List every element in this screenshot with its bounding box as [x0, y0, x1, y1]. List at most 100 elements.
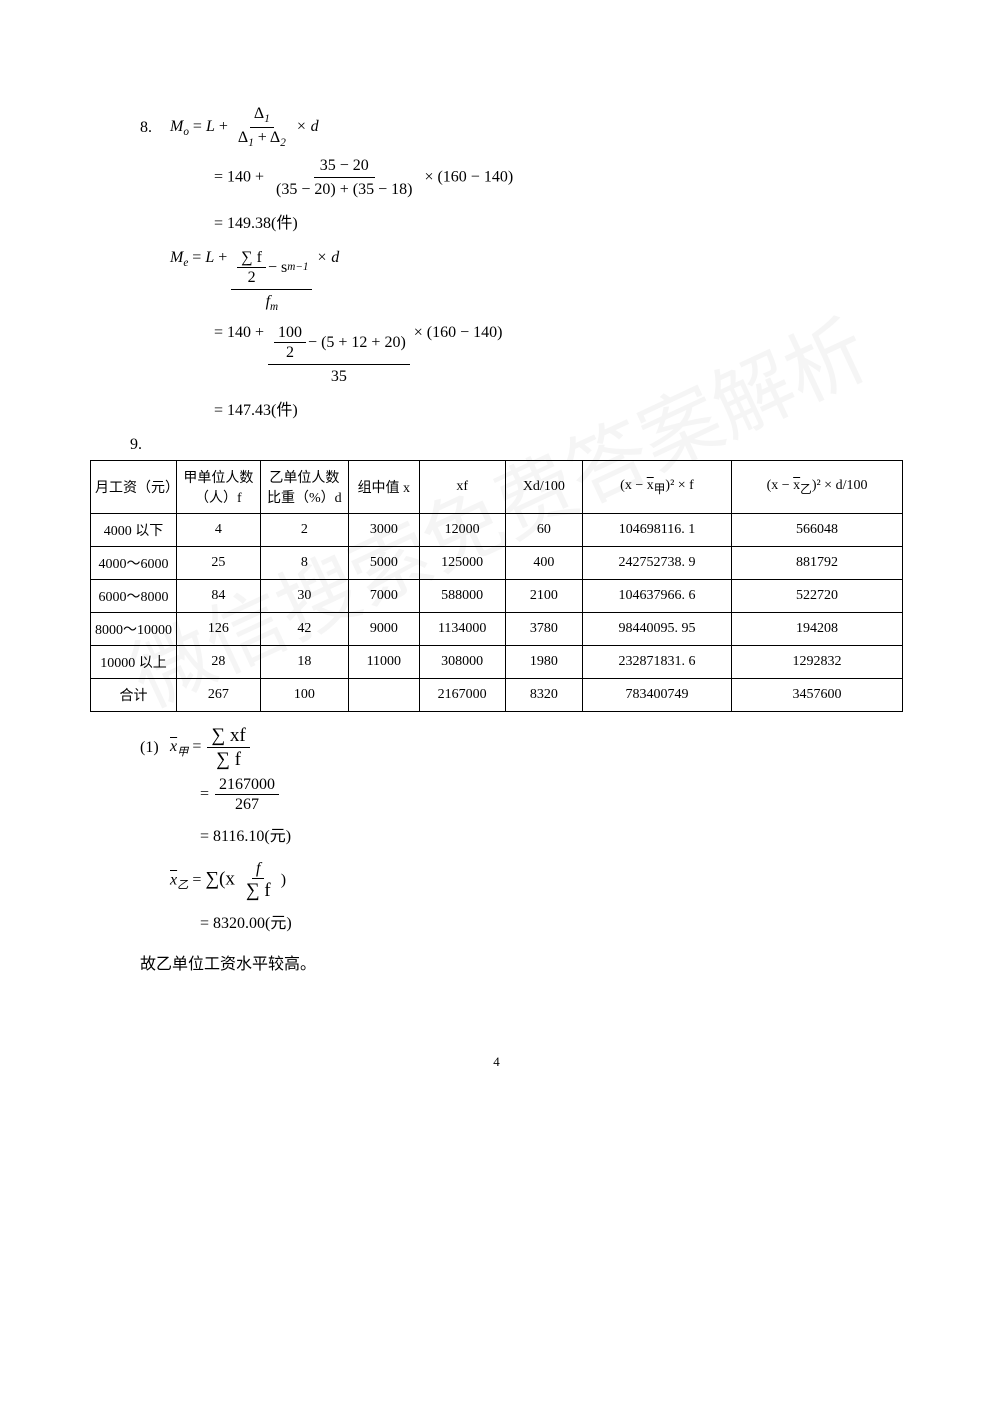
q8-mo-line2: = 140 + 35 − 20 (35 − 20) + (35 − 18) × …	[214, 154, 903, 201]
q8-me-line1: Me = L + ∑ f 2 − sm−1 fm	[170, 246, 903, 317]
table-cell: 2	[260, 514, 348, 547]
p1-line3: = 8116.10(元)	[200, 819, 903, 855]
table-total-row: 合计267100 216700083207834007493457600	[91, 679, 903, 712]
q8-me-var: M	[170, 249, 183, 266]
table-cell: 9000	[348, 613, 419, 646]
table-cell: 104637966. 6	[582, 580, 731, 613]
table-cell: 28	[176, 646, 260, 679]
table-cell: 84	[176, 580, 260, 613]
q8-me-sumf: ∑ f	[237, 248, 266, 268]
q8-l2-den: (35 − 20) + (35 − 18)	[270, 178, 418, 201]
q8-mo-line3: = 149.38(件)	[214, 206, 903, 242]
q8-plus: +	[219, 118, 232, 135]
p1-line1: (1) x甲 = ∑ xf ∑ f	[140, 724, 903, 771]
q8-me-l2-100: 100	[274, 323, 306, 343]
q8-me-line2: = 140 + 100 2 − (5 + 12 + 20) 35 × (160 …	[214, 321, 903, 389]
table-row: 8000～100001264290001134000378098440095. …	[91, 613, 903, 646]
table-cell: 7000	[348, 580, 419, 613]
table-cell: 881792	[732, 547, 903, 580]
th-jia-f: 甲单位人数（人）f	[176, 461, 260, 514]
table-cell: 588000	[419, 580, 505, 613]
table-cell: 2100	[505, 580, 582, 613]
table-cell: 308000	[419, 646, 505, 679]
q8-me-l3: = 147.43(件)	[214, 401, 298, 420]
th-varjia: (x − x甲)² × f	[582, 461, 731, 514]
table-cell: 4000～6000	[91, 547, 177, 580]
q8-me-plus: +	[218, 249, 231, 266]
part1-block: (1) x甲 = ∑ xf ∑ f = 2167000 267	[140, 724, 903, 942]
table-row: 10000 以上2818110003080001980232871831. 61…	[91, 646, 903, 679]
table-cell: 242752738. 9	[582, 547, 731, 580]
table-cell: 1292832	[732, 646, 903, 679]
table-cell: 合计	[91, 679, 177, 712]
table-cell: 8000～10000	[91, 613, 177, 646]
q8-l2-pre: = 140 +	[214, 169, 268, 186]
q8-sub1: 1	[264, 113, 270, 125]
q8-me-fm-sub: m	[270, 301, 278, 313]
table-cell: 5000	[348, 547, 419, 580]
th-x: 组中值 x	[348, 461, 419, 514]
table-cell: 3000	[348, 514, 419, 547]
table-cell: 100	[260, 679, 348, 712]
table-cell: 60	[505, 514, 582, 547]
table-cell: 25	[176, 547, 260, 580]
th-wage: 月工资（元）	[91, 461, 177, 514]
table-cell: 126	[176, 613, 260, 646]
q8-me-line3: = 147.43(件)	[214, 392, 903, 428]
table-row: 4000 以下4230001200060104698116. 1566048	[91, 514, 903, 547]
table-row: 6000～8000843070005880002100104637966. 65…	[91, 580, 903, 613]
q8-l3: = 149.38(件)	[214, 214, 298, 233]
table-cell: 267	[176, 679, 260, 712]
table-cell: 522720	[732, 580, 903, 613]
q8-me-L: L	[205, 249, 214, 266]
q8-delta1b: Δ	[238, 129, 248, 146]
q8-me-l2-35: 35	[327, 365, 351, 388]
table-cell: 8320	[505, 679, 582, 712]
q8-label: 8.	[140, 118, 170, 137]
table-cell: 4	[176, 514, 260, 547]
table-cell: 1980	[505, 646, 582, 679]
table-cell: 3457600	[732, 679, 903, 712]
q8-me-eq: =	[192, 249, 205, 266]
p1-label: (1)	[140, 738, 170, 757]
p1-line2: = 2167000 267	[200, 775, 903, 814]
q8-me-s-sub: m−1	[287, 261, 308, 274]
table-cell: 3780	[505, 613, 582, 646]
table-cell: 18	[260, 646, 348, 679]
p1-line5: = 8320.00(元)	[200, 906, 903, 942]
table-cell: 1134000	[419, 613, 505, 646]
table-cell: 566048	[732, 514, 903, 547]
q8-l2-num: 35 − 20	[314, 154, 375, 178]
q8-sub1b: 1	[248, 137, 254, 149]
q8-me-l2-suf: × (160 − 140)	[414, 324, 503, 341]
q8-me-minus-s: − s	[268, 258, 287, 277]
table-cell: 4000 以下	[91, 514, 177, 547]
q8-mo-line1: 8. Mo = L + Δ1 Δ1 + Δ2 × d	[140, 104, 903, 150]
table-cell: 6000～8000	[91, 580, 177, 613]
table-cell: 30	[260, 580, 348, 613]
table-cell: 8	[260, 547, 348, 580]
q8-me-sub: e	[183, 257, 188, 269]
th-xd: Xd/100	[505, 461, 582, 514]
conclusion-text: 故乙单位工资水平较高。	[140, 950, 903, 974]
table-cell: 98440095. 95	[582, 613, 731, 646]
q8-delta2: Δ	[270, 129, 280, 146]
q8-mo-sub: o	[183, 126, 189, 138]
q8-sub2: 2	[280, 137, 286, 149]
table-cell: 783400749	[582, 679, 731, 712]
th-xf: xf	[419, 461, 505, 514]
table-cell	[348, 679, 419, 712]
q8-me-l2-2: 2	[282, 343, 298, 362]
table-cell: 400	[505, 547, 582, 580]
p1-line4: x乙 = ∑(x f ∑ f )	[170, 859, 903, 902]
table-cell: 10000 以上	[91, 646, 177, 679]
q9-label: 9.	[130, 436, 903, 454]
q9-table: 月工资（元） 甲单位人数（人）f 乙单位人数比重（%）d 组中值 x xf Xd…	[90, 460, 903, 712]
q8-l2-suf: × (160 − 140)	[424, 169, 513, 186]
table-cell: 12000	[419, 514, 505, 547]
th-yi-d: 乙单位人数比重（%）d	[260, 461, 348, 514]
table-cell: 2167000	[419, 679, 505, 712]
table-header-row: 月工资（元） 甲单位人数（人）f 乙单位人数比重（%）d 组中值 x xf Xd…	[91, 461, 903, 514]
q8-eq: =	[193, 118, 206, 135]
q8-block: 8. Mo = L + Δ1 Δ1 + Δ2 × d = 140 +	[140, 104, 903, 428]
